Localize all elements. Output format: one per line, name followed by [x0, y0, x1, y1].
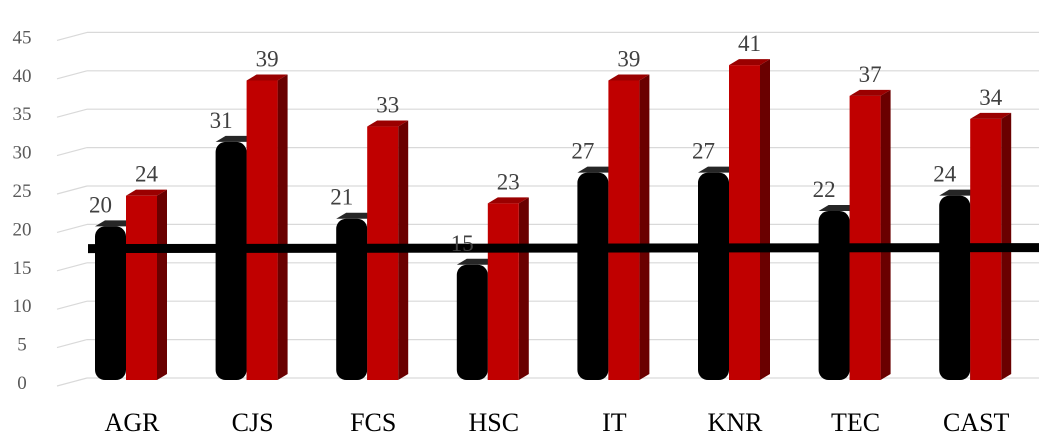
- y-tick-label: 45: [13, 27, 32, 48]
- bar-top: [367, 120, 409, 127]
- x-axis-categories: AGR CJS FCS HSC IT KNR TEC CAST: [105, 408, 1010, 435]
- y-axis-ticks: 0 5 10 15 20 25 30 35 40 45: [13, 27, 32, 394]
- gridline-diag: [56, 300, 88, 310]
- data-label: 15: [451, 231, 474, 256]
- gridline-diag: [56, 147, 88, 157]
- gridline-diag: [56, 377, 88, 387]
- y-tick-label: 35: [13, 104, 32, 125]
- data-label: 21: [330, 185, 353, 210]
- bar-side: [157, 189, 167, 380]
- bar-top: [215, 135, 257, 142]
- bar-top: [608, 74, 650, 81]
- reference-line-group: [87, 243, 1039, 254]
- category-label: HSC: [469, 408, 520, 435]
- bar-top: [336, 212, 378, 219]
- bar-top: [577, 166, 619, 173]
- bar-agr-series-2: [126, 189, 167, 380]
- bar-front: [367, 126, 399, 380]
- gridline-diag: [56, 223, 88, 233]
- bar-top: [818, 205, 860, 212]
- bar-knr-series-2: [729, 59, 770, 381]
- bar-top: [487, 197, 529, 204]
- bar-side: [760, 59, 770, 381]
- bar-front: [608, 80, 640, 380]
- data-label: 39: [256, 46, 279, 71]
- bar-front: [215, 141, 247, 380]
- category-label: FCS: [350, 408, 396, 435]
- y-tick-label: 25: [13, 181, 32, 202]
- category-label: CAST: [943, 408, 1010, 435]
- bar-side: [639, 74, 650, 380]
- data-labels: 20 24 31 39 21 33 15 23 27 39 27 41 22 37 24 34: [89, 31, 1003, 256]
- bar-top: [126, 189, 167, 196]
- bar-top: [246, 74, 288, 81]
- gridline-diag: [56, 262, 88, 272]
- data-label: 39: [617, 46, 640, 71]
- data-label: 24: [933, 162, 957, 187]
- bar-front: [95, 226, 126, 380]
- bar-top: [95, 220, 136, 227]
- category-label: KNR: [708, 408, 764, 435]
- bar-front: [577, 172, 609, 380]
- bar-front: [456, 264, 488, 380]
- bar-top: [939, 189, 981, 196]
- data-label: 31: [210, 108, 233, 133]
- bar-top: [849, 89, 891, 96]
- data-label: 24: [135, 162, 159, 187]
- data-label: 20: [89, 192, 112, 217]
- bar-hsc-series-2: [487, 197, 529, 380]
- bar-front: [818, 211, 850, 380]
- bar-top: [729, 59, 770, 66]
- bar-side: [277, 74, 288, 380]
- gridline-diag: [56, 185, 88, 195]
- bar-front: [246, 80, 278, 380]
- data-label: 34: [979, 85, 1003, 110]
- data-label: 22: [813, 177, 836, 202]
- category-label: TEC: [831, 408, 880, 435]
- bar-side: [518, 197, 529, 380]
- bar-tec-series-2: [849, 89, 891, 380]
- y-tick-label: 20: [13, 219, 32, 240]
- y-tick-label: 5: [17, 335, 27, 356]
- gridline-diag: [56, 108, 88, 118]
- bar-front: [729, 65, 760, 381]
- data-label: 23: [497, 169, 520, 194]
- data-label: 27: [692, 139, 715, 164]
- reference-line: [87, 243, 1039, 254]
- bar-top: [456, 258, 498, 265]
- bar-top: [698, 166, 739, 173]
- bar-front: [939, 195, 971, 380]
- y-tick-label: 30: [13, 143, 32, 164]
- bar-top: [970, 112, 1012, 119]
- bar-front: [487, 203, 519, 380]
- y-tick-label: 15: [13, 258, 32, 279]
- bar-it-series-2: [608, 74, 650, 380]
- category-label: CJS: [232, 408, 274, 435]
- data-label: 27: [571, 139, 594, 164]
- bar-front: [336, 218, 368, 380]
- bar-side: [880, 89, 891, 380]
- data-label: 41: [738, 31, 761, 56]
- bar-front: [849, 95, 881, 380]
- category-label: AGR: [105, 408, 161, 435]
- gridlines: [56, 31, 1039, 387]
- bar-cjs-series-2: [246, 74, 288, 380]
- y-tick-label: 10: [13, 296, 32, 317]
- gridline-diag: [56, 339, 88, 349]
- data-label: 37: [859, 62, 882, 87]
- bar-front: [698, 172, 729, 380]
- y-tick-label: 40: [13, 66, 32, 87]
- gridline-diag: [56, 70, 88, 80]
- y-tick-label: 0: [17, 373, 27, 394]
- category-label: IT: [602, 408, 627, 435]
- bar-front: [126, 195, 157, 380]
- data-label: 33: [376, 93, 399, 118]
- gridline-diag: [56, 31, 88, 41]
